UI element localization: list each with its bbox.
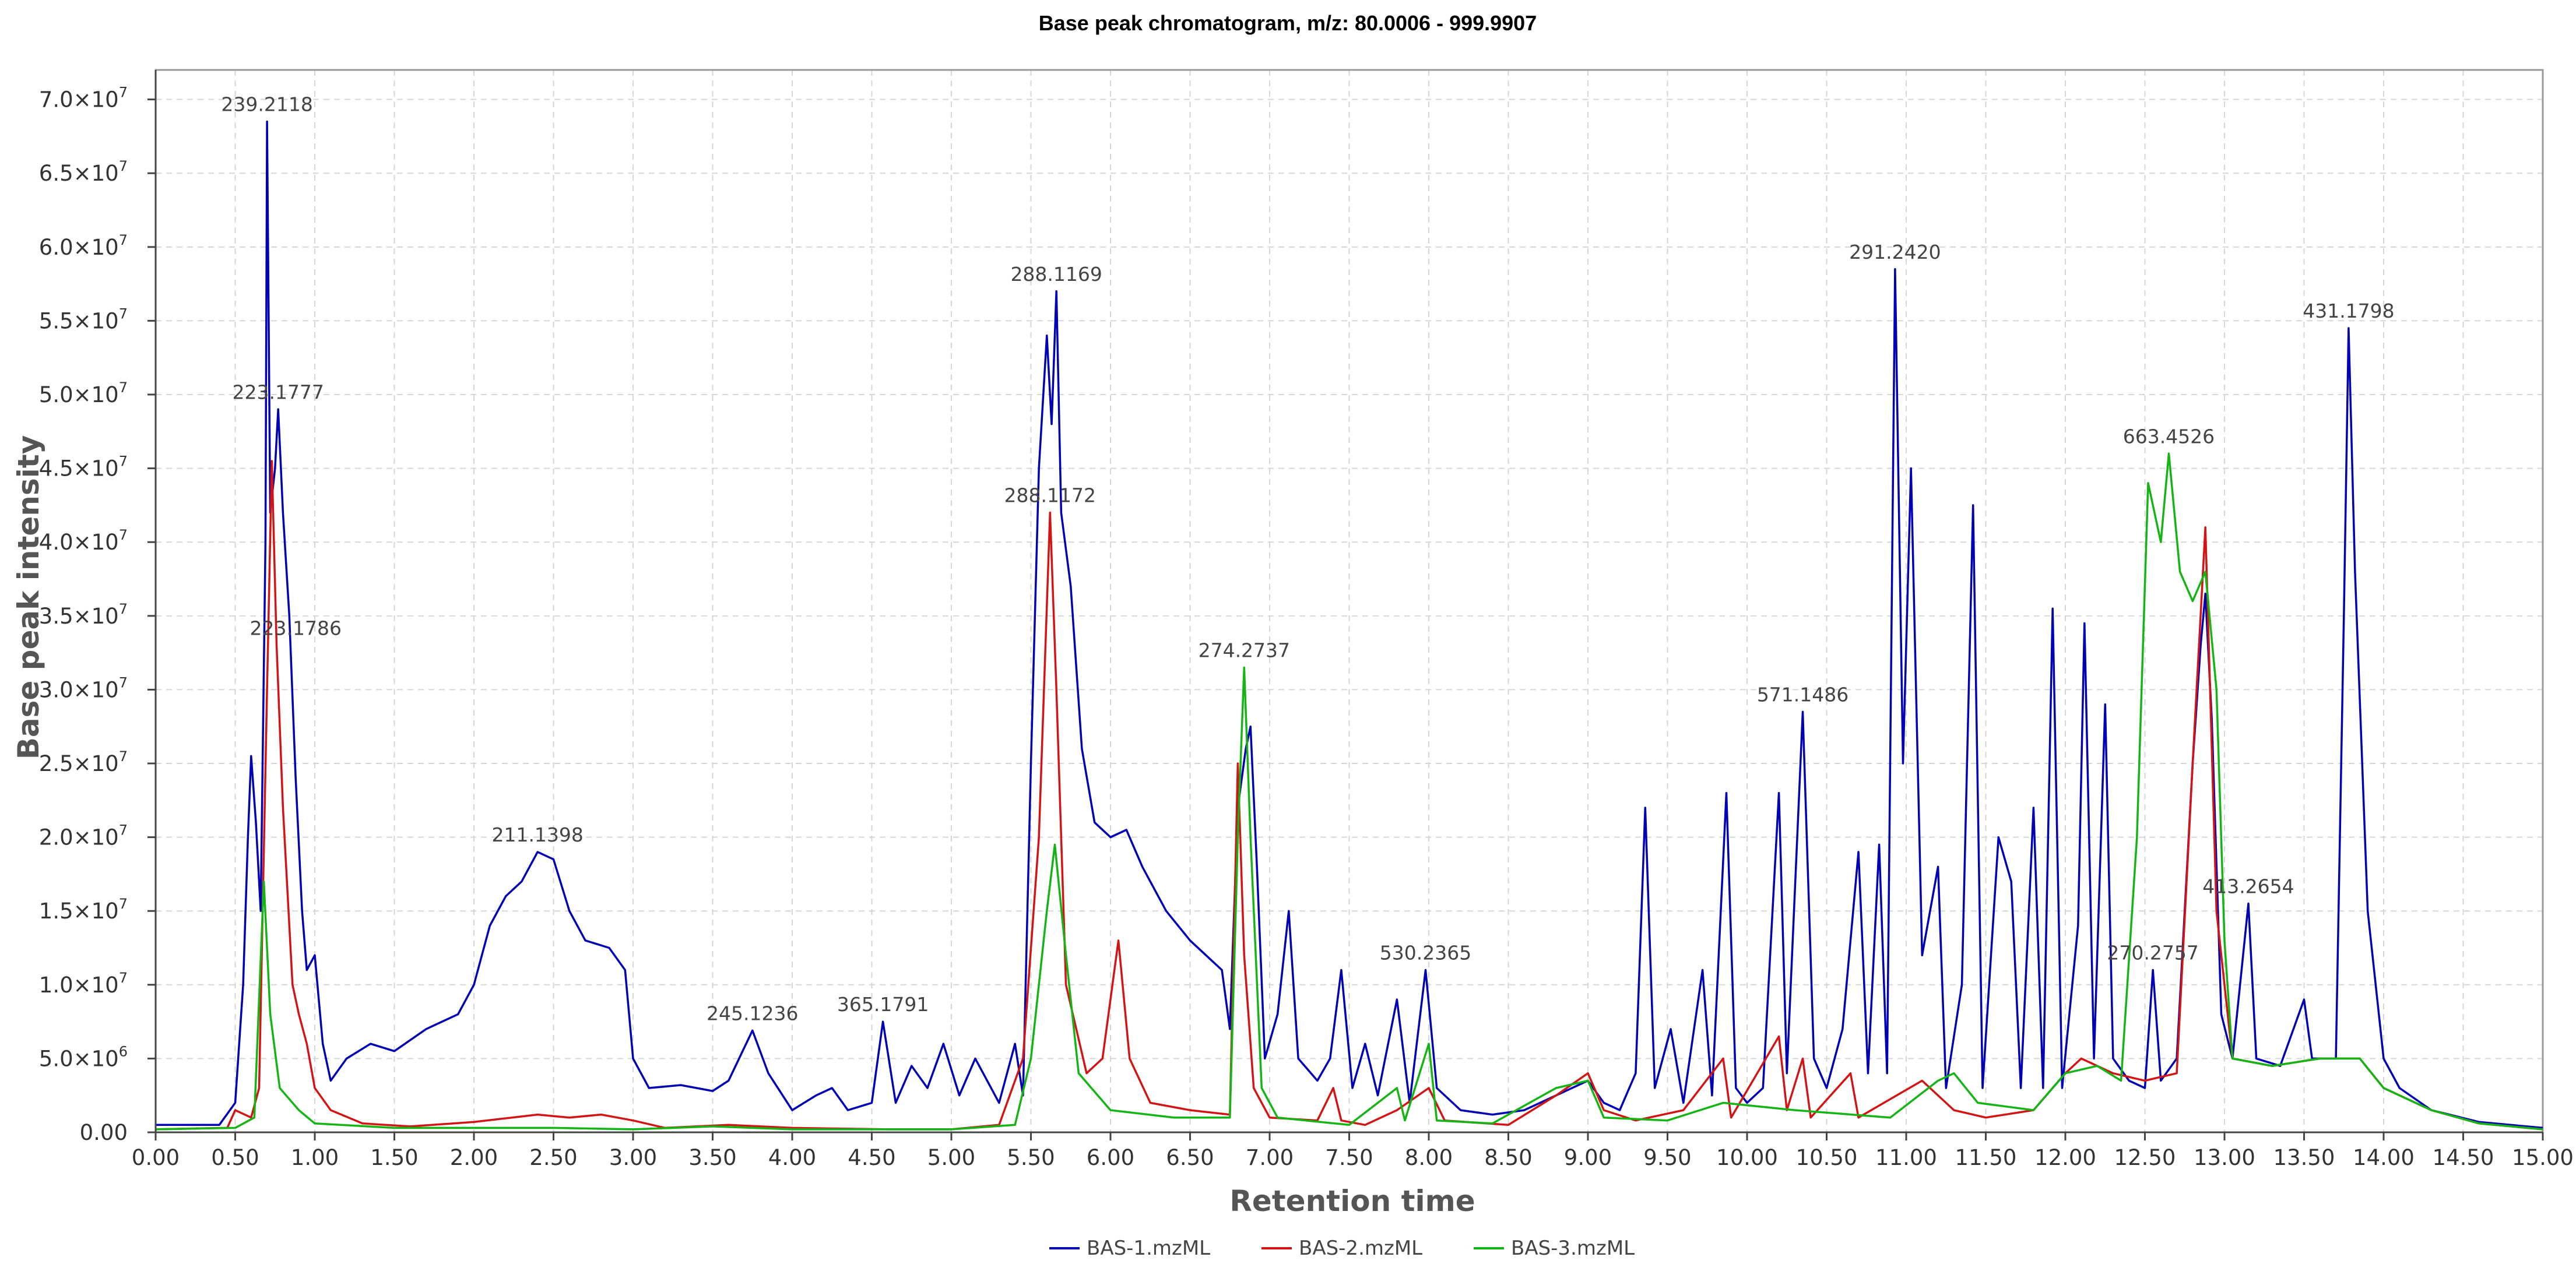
x-tick-label: 10.50 bbox=[1796, 1145, 1858, 1170]
grid bbox=[156, 70, 2543, 1132]
x-tick-label: 8.00 bbox=[1405, 1145, 1453, 1170]
legend-label-2: BAS-2.mzML bbox=[1299, 1237, 1422, 1260]
peak-label: 239.2118 bbox=[221, 93, 312, 116]
x-axis-label: Retention time bbox=[1229, 1184, 1475, 1218]
x-tick-label: 6.00 bbox=[1087, 1145, 1134, 1170]
peak-label: 663.4526 bbox=[2123, 425, 2215, 448]
y-tick-label: 2.0×107 bbox=[39, 822, 128, 850]
x-tick-label: 3.50 bbox=[688, 1145, 736, 1170]
peak-label: 223.1777 bbox=[232, 381, 324, 403]
x-tick-label: 14.50 bbox=[2433, 1145, 2494, 1170]
x-tick-label: 3.00 bbox=[609, 1145, 657, 1170]
chart-title: Base peak chromatogram, m/z: 80.0006 - 9… bbox=[1039, 11, 1537, 35]
y-tick-label: 3.5×107 bbox=[39, 601, 128, 629]
series-line-3 bbox=[155, 452, 2543, 1131]
peak-label: 211.1398 bbox=[491, 823, 583, 846]
x-tick-label: 2.00 bbox=[450, 1145, 498, 1170]
y-tick-label: 4.0×107 bbox=[39, 527, 128, 555]
peak-label: 274.2737 bbox=[1199, 639, 1290, 661]
x-tick-label: 5.50 bbox=[1007, 1145, 1055, 1170]
x-tick-label: 4.50 bbox=[848, 1145, 895, 1170]
x-tick-label: 7.00 bbox=[1246, 1145, 1294, 1170]
x-tick-label: 4.00 bbox=[768, 1145, 816, 1170]
y-tick-label: 6.0×107 bbox=[39, 232, 128, 260]
y-tick-label: 5.0×106 bbox=[39, 1043, 128, 1071]
x-tick-label: 13.00 bbox=[2194, 1145, 2255, 1170]
peak-label: 288.1169 bbox=[1010, 263, 1102, 286]
y-axis-ticks: 0.00 5.0×106 1.0×107 1.5×107 2.0×107 2.5×107 3… bbox=[39, 85, 156, 1145]
x-tick-label: 12.00 bbox=[2034, 1145, 2096, 1170]
y-tick-label: 2.5×107 bbox=[39, 748, 128, 776]
series-layer bbox=[155, 120, 2543, 1131]
x-tick-label: 11.00 bbox=[1875, 1145, 1937, 1170]
x-tick-label: 5.00 bbox=[927, 1145, 975, 1170]
x-tick-label: 0.00 bbox=[132, 1145, 180, 1170]
y-tick-label: 4.5×107 bbox=[39, 453, 128, 481]
y-tick-label: 1.5×107 bbox=[39, 896, 128, 924]
x-tick-label: 10.00 bbox=[1716, 1145, 1778, 1170]
y-axis-label: Base peak intensity bbox=[12, 435, 45, 760]
y-tick-label: 7.0×107 bbox=[39, 85, 128, 112]
x-axis-ticks: 0.00 0.50 1.00 1.50 2.00 2.50 3.00 3.50 4.00 4.50… bbox=[132, 1132, 2574, 1170]
peak-annotations: 239.2118 223.1777 223.1786 211.1398 245.1236… bbox=[221, 93, 2394, 1025]
peak-label: 270.2757 bbox=[2107, 941, 2198, 964]
peak-label: 291.2420 bbox=[1849, 241, 1941, 263]
peak-label: 288.1172 bbox=[1004, 484, 1096, 507]
legend: BAS-1.mzML BAS-2.mzML BAS-3.mzML bbox=[1049, 1237, 1635, 1260]
y-tick-label: 0.00 bbox=[80, 1120, 128, 1145]
y-tick-label: 5.0×107 bbox=[39, 379, 128, 407]
legend-label-1: BAS-1.mzML bbox=[1087, 1237, 1210, 1260]
peak-label: 431.1798 bbox=[2303, 300, 2394, 322]
x-tick-label: 11.50 bbox=[1955, 1145, 2017, 1170]
peak-label: 530.2365 bbox=[1380, 941, 1471, 964]
peak-label: 245.1236 bbox=[707, 1002, 798, 1024]
series-line-2 bbox=[155, 460, 2543, 1131]
peak-label: 571.1486 bbox=[1757, 683, 1848, 706]
x-tick-label: 8.50 bbox=[1484, 1145, 1532, 1170]
peak-label: 413.2654 bbox=[2202, 875, 2294, 898]
x-tick-label: 12.50 bbox=[2114, 1145, 2176, 1170]
x-tick-label: 2.50 bbox=[529, 1145, 577, 1170]
series-line-1 bbox=[156, 120, 2543, 1129]
x-tick-label: 9.00 bbox=[1564, 1145, 1612, 1170]
y-tick-label: 6.5×107 bbox=[39, 158, 128, 186]
peak-label: 365.1791 bbox=[837, 993, 929, 1016]
x-tick-label: 1.00 bbox=[291, 1145, 339, 1170]
y-tick-label: 5.5×107 bbox=[39, 305, 128, 333]
x-tick-label: 7.50 bbox=[1325, 1145, 1373, 1170]
x-tick-label: 1.50 bbox=[370, 1145, 418, 1170]
legend-label-3: BAS-3.mzML bbox=[1511, 1237, 1635, 1260]
y-tick-label: 1.0×107 bbox=[39, 970, 128, 998]
x-tick-label: 9.50 bbox=[1643, 1145, 1691, 1170]
y-tick-label: 3.0×107 bbox=[39, 674, 128, 702]
x-tick-label: 6.50 bbox=[1166, 1145, 1214, 1170]
x-tick-label: 13.50 bbox=[2273, 1145, 2335, 1170]
x-tick-label: 15.00 bbox=[2512, 1145, 2574, 1170]
x-tick-label: 0.50 bbox=[211, 1145, 259, 1170]
peak-label: 223.1786 bbox=[250, 617, 342, 639]
x-tick-label: 14.00 bbox=[2353, 1145, 2415, 1170]
